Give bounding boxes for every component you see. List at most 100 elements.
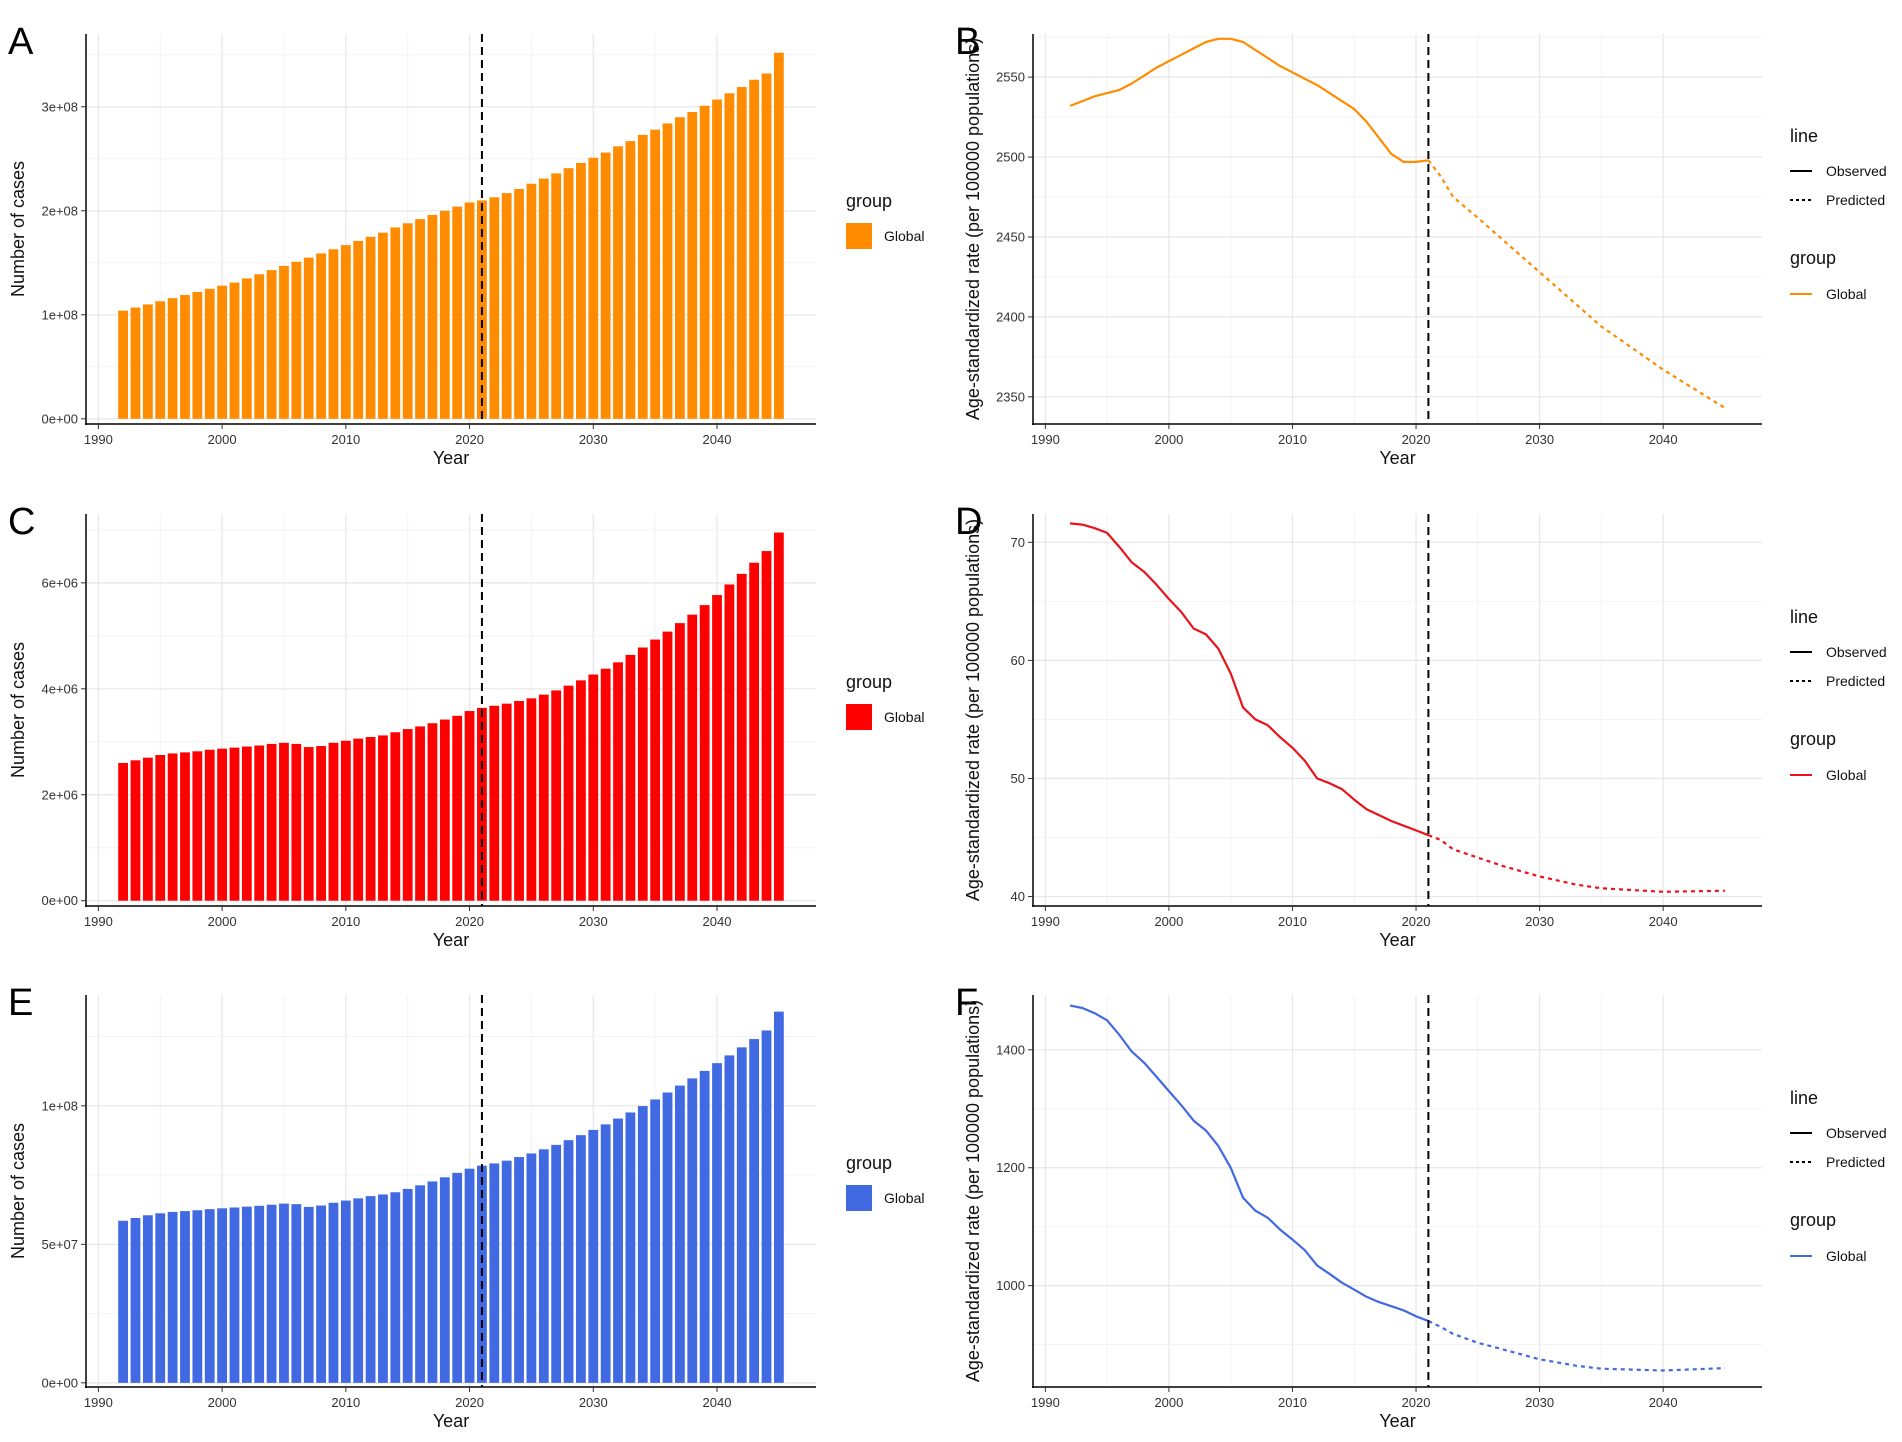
bar — [687, 614, 698, 901]
bar — [378, 1194, 388, 1383]
bar — [674, 1085, 685, 1383]
bar — [353, 738, 364, 901]
predicted-line — [1427, 159, 1726, 409]
bar — [674, 117, 685, 419]
x-tick-label: 2020 — [1402, 432, 1431, 447]
bar — [254, 274, 265, 419]
x-tick-label: 1990 — [1031, 1395, 1060, 1410]
y-tick-label: 6e+06 — [41, 575, 78, 590]
bar — [501, 1160, 512, 1383]
bar — [291, 743, 302, 901]
bar — [514, 188, 524, 419]
bar — [501, 193, 512, 419]
x-tick-label: 2020 — [455, 1395, 484, 1410]
bar — [439, 1177, 450, 1383]
bar — [551, 1144, 562, 1383]
x-tick-label: 1990 — [84, 432, 113, 447]
bar — [427, 214, 438, 419]
panel-e: E 1990 2000 2010 2020 2030 2040 0e+00 5e+07 1e+08… — [8, 982, 924, 1431]
bar — [217, 1208, 228, 1383]
bar — [390, 227, 401, 419]
x-tick-label: 2000 — [1154, 432, 1183, 447]
legend-line-title: line — [1790, 1088, 1818, 1108]
bar — [761, 1030, 772, 1383]
bar — [142, 1215, 153, 1383]
bar — [650, 129, 661, 419]
bar — [167, 1211, 178, 1383]
legend-predicted-label: Predicted — [1826, 673, 1885, 689]
legend-observed-label: Observed — [1826, 644, 1887, 660]
legend: group Global — [846, 191, 924, 249]
bar — [749, 1039, 760, 1383]
bar — [650, 1099, 661, 1383]
bar — [551, 690, 562, 901]
bar — [625, 1112, 636, 1383]
bar — [588, 674, 599, 901]
x-tick-label: 2010 — [331, 432, 360, 447]
x-tick-label: 2030 — [579, 1395, 608, 1410]
y-tick-label: 2450 — [996, 229, 1025, 244]
bar — [662, 631, 673, 901]
panel-label: E — [8, 982, 33, 1024]
bar — [576, 680, 586, 901]
bar — [204, 749, 215, 901]
x-axis-title: Year — [433, 1411, 469, 1431]
x-tick-label: 2040 — [703, 432, 732, 447]
bar — [489, 705, 500, 901]
legend-predicted-label: Predicted — [1826, 192, 1885, 208]
legend-swatch — [846, 223, 872, 249]
y-tick-label: 1200 — [996, 1160, 1025, 1175]
bar — [155, 755, 166, 901]
y-tick-label: 5e+07 — [41, 1237, 78, 1252]
bar — [241, 278, 252, 419]
legend-swatch — [846, 1185, 872, 1211]
y-tick-label: 1e+08 — [41, 1098, 78, 1113]
bar — [773, 1011, 784, 1383]
observed-line — [1069, 522, 1429, 837]
x-axis-title: Year — [1379, 930, 1415, 950]
bar — [365, 737, 376, 901]
y-tick-label: 50 — [1011, 771, 1025, 786]
bar — [378, 232, 388, 419]
x-tick-label: 2010 — [331, 1395, 360, 1410]
x-tick-label: 2040 — [1649, 1395, 1678, 1410]
bar — [142, 757, 153, 901]
bar — [526, 1153, 537, 1383]
panel-label: B — [955, 21, 980, 63]
bar — [439, 719, 450, 901]
x-tick-label: 2040 — [1649, 914, 1678, 929]
legend: line Observed Predicted group Global — [1790, 607, 1887, 783]
x-tick-label: 2010 — [1278, 1395, 1307, 1410]
bar — [452, 1172, 463, 1383]
legend-line-title: line — [1790, 126, 1818, 146]
legend-group-label: Global — [1826, 286, 1866, 302]
bar — [749, 562, 760, 901]
bar — [180, 295, 190, 419]
bar — [637, 1106, 648, 1383]
x-tick-label: 2040 — [1649, 432, 1678, 447]
bar — [724, 93, 735, 419]
y-tick-label: 1400 — [996, 1042, 1025, 1057]
legend-item: Global — [884, 228, 924, 244]
bar — [365, 1196, 376, 1383]
bar — [773, 52, 784, 419]
x-tick-label: 2030 — [1525, 914, 1554, 929]
x-tick-label: 2020 — [1402, 1395, 1431, 1410]
x-tick-label: 2020 — [455, 914, 484, 929]
legend-title: group — [846, 672, 892, 692]
panel-label: D — [955, 501, 982, 543]
x-tick-label: 2040 — [703, 1395, 732, 1410]
bar — [402, 1188, 413, 1383]
y-tick-label: 2350 — [996, 389, 1025, 404]
y-tick-label: 2e+08 — [41, 203, 78, 218]
panel-b: B 1990 2000 2010 2020 2030 2040 2350 2400 2450 250… — [955, 21, 1887, 468]
y-axis-title: Number of cases — [8, 161, 28, 297]
bar — [229, 747, 240, 901]
x-tick-label: 2010 — [331, 914, 360, 929]
x-tick-label: 1990 — [1031, 914, 1060, 929]
bar — [241, 1206, 252, 1383]
y-axis-title: Number of cases — [8, 1123, 28, 1259]
bar — [217, 285, 228, 419]
y-tick-label: 60 — [1011, 653, 1025, 668]
